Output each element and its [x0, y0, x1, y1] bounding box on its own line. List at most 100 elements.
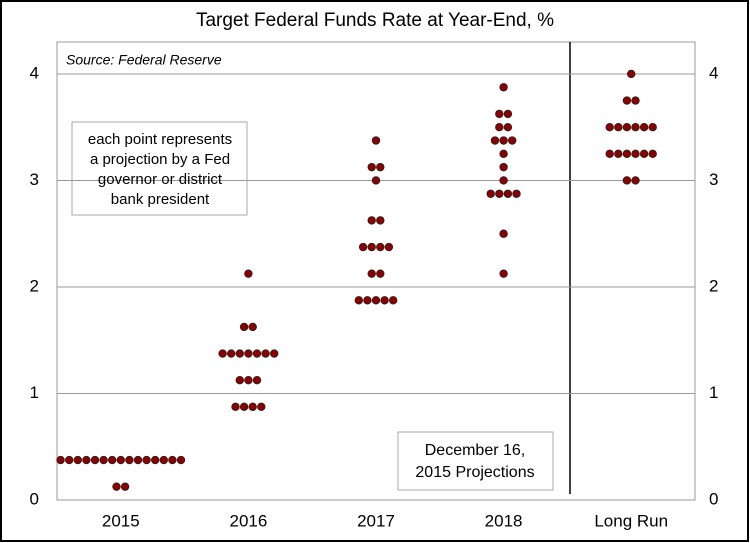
x-tick-label: 2018: [485, 511, 523, 530]
dot: [495, 123, 504, 132]
source: Source: Federal Reserve: [66, 52, 222, 68]
dot: [367, 242, 376, 252]
dot: [371, 136, 381, 145]
dot: [631, 96, 640, 105]
x-tick-label: 2016: [229, 511, 267, 530]
dot: [235, 375, 244, 385]
dot: [99, 455, 108, 465]
note-line: a projection by a Fed: [90, 151, 230, 168]
dot: [503, 109, 513, 119]
dot: [627, 69, 636, 79]
y2-tick-label: 3: [709, 170, 718, 189]
dot: [622, 123, 632, 132]
dot: [503, 123, 513, 132]
annotation-box: [397, 431, 554, 491]
dot: [490, 136, 500, 145]
dot: [648, 149, 657, 159]
dot: [622, 149, 632, 159]
dot: [125, 455, 134, 465]
x-tick-label: 2015: [102, 511, 140, 530]
y2-tick-label: 4: [709, 63, 718, 82]
dot: [218, 349, 227, 358]
dot: [235, 349, 244, 358]
y-tick-label: 3: [30, 170, 39, 189]
note-line: each point represents: [88, 131, 232, 148]
dot: [239, 402, 249, 412]
dot: [499, 136, 508, 145]
y-tick-label: 2: [30, 276, 39, 295]
dot: [248, 402, 257, 412]
dot: [486, 189, 495, 198]
dot: [112, 482, 121, 491]
dot: [231, 402, 240, 412]
y2-tick-label: 2: [709, 276, 718, 295]
dot: [371, 296, 381, 305]
dot: [384, 242, 394, 252]
dot: [252, 349, 262, 358]
dot: [376, 242, 385, 252]
dot: [64, 455, 74, 465]
annotation-line: December 16,: [425, 442, 526, 459]
dot: [252, 375, 262, 385]
dot: [367, 216, 376, 225]
dot: [270, 349, 279, 358]
dot: [244, 349, 253, 358]
dot: [367, 162, 376, 172]
dot: [159, 455, 168, 465]
x-tick-label: Long Run: [594, 511, 668, 530]
chart-title: Target Federal Funds Rate at Year-End, %: [196, 10, 554, 31]
note-box: [71, 121, 248, 216]
dot: [648, 123, 657, 132]
dot: [639, 149, 649, 159]
y-tick-label: 4: [30, 63, 39, 82]
dot: [244, 375, 253, 385]
dot: [499, 162, 508, 172]
dot: [512, 189, 521, 198]
dot: [495, 189, 504, 198]
y-tick-label: 1: [30, 383, 39, 402]
dot: [358, 242, 368, 252]
y2-tick-label: 0: [709, 489, 718, 508]
dot: [82, 455, 91, 465]
dot: [257, 402, 266, 412]
dot: [261, 349, 270, 358]
note-line: bank president: [111, 191, 210, 208]
dot: [631, 123, 640, 132]
dot: [499, 149, 508, 159]
dot: [639, 123, 649, 132]
dot: [367, 269, 376, 278]
dot: [239, 322, 249, 332]
note-line: governor or district: [98, 171, 223, 188]
dot: [376, 216, 385, 225]
dot: [605, 123, 614, 132]
dot: [371, 176, 381, 185]
dot: [90, 455, 100, 465]
dot: [116, 455, 125, 465]
dot: [133, 455, 143, 465]
x-tick-label: 2017: [357, 511, 395, 530]
dot: [605, 149, 614, 159]
dot: [631, 149, 640, 159]
dot: [495, 109, 504, 119]
dot: [499, 269, 508, 278]
dot: [244, 269, 253, 278]
dot: [508, 136, 517, 145]
dot: [56, 455, 65, 465]
y-tick-label: 0: [30, 489, 39, 508]
dot: [107, 455, 117, 465]
dot: [73, 455, 82, 465]
y2-tick-label: 1: [709, 383, 718, 402]
dot: [142, 455, 151, 465]
dot: [614, 123, 623, 132]
dot: [499, 229, 508, 238]
dot: [376, 162, 385, 172]
dot: [389, 296, 398, 305]
dot: [614, 149, 623, 159]
dot: [248, 322, 257, 332]
dot: [380, 296, 389, 305]
dot: [376, 269, 385, 278]
dot: [176, 455, 186, 465]
dot: [120, 482, 130, 491]
